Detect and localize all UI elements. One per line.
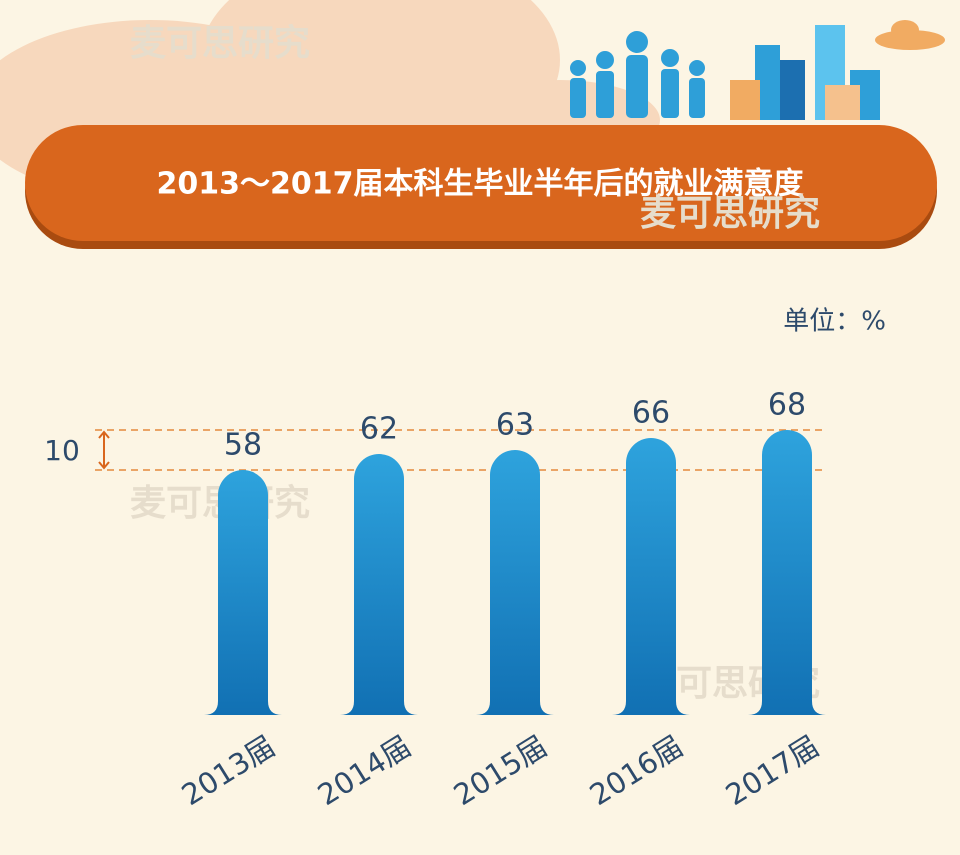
bar xyxy=(748,430,826,715)
value-label: 63 xyxy=(496,408,534,443)
bar xyxy=(340,454,418,715)
people-city xyxy=(570,25,880,120)
unit-label: 单位：% xyxy=(783,307,886,337)
banner xyxy=(25,125,937,241)
value-label: 58 xyxy=(224,428,262,463)
value-label: 66 xyxy=(632,396,670,431)
bar xyxy=(612,438,690,715)
value-label: 68 xyxy=(768,388,806,423)
watermark: 麦可思研究 xyxy=(130,23,310,64)
bar xyxy=(204,470,282,715)
bar xyxy=(476,450,554,715)
scale-label: 10 xyxy=(44,434,80,467)
small-cloud xyxy=(875,20,945,50)
watermark: 麦可思研究 xyxy=(640,193,820,234)
value-label: 62 xyxy=(360,412,398,447)
scale-arrow xyxy=(98,430,110,470)
chart-title: 2013～2017届本科生毕业半年后的就业满意度 xyxy=(157,167,804,202)
